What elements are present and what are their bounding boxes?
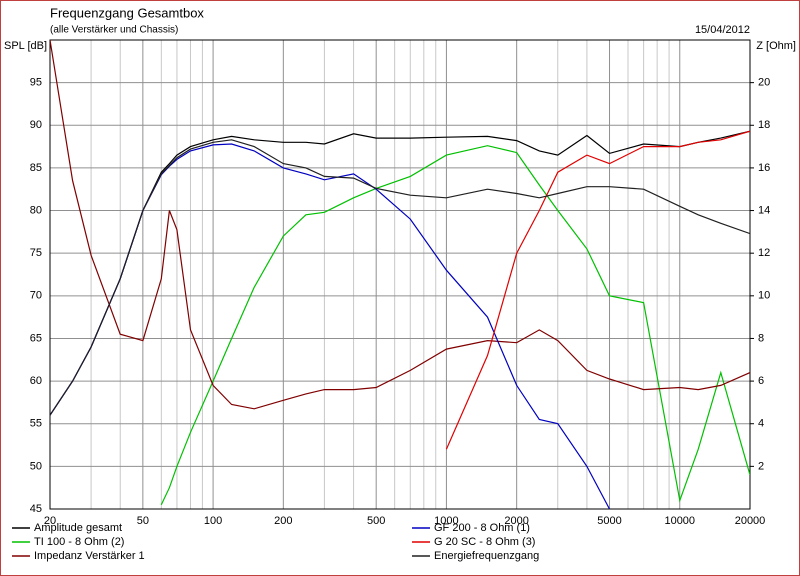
x-tick-label: 20	[44, 515, 56, 527]
y-tick-label: 60	[30, 375, 42, 387]
y2-tick-label: 8	[758, 332, 764, 344]
series-line	[50, 40, 750, 410]
y2-tick-label: 20	[758, 77, 770, 89]
y-tick-label: 65	[30, 332, 42, 344]
series-line	[445, 130, 750, 450]
y-tick-label: 80	[30, 204, 42, 216]
y-tick-label: 85	[30, 162, 42, 174]
y2-tick-label: 12	[758, 247, 770, 259]
legend-label: G 20 SC - 8 Ohm (3)	[434, 536, 535, 548]
y2-tick-label: 18	[758, 119, 770, 131]
y-tick-label: 50	[30, 460, 42, 472]
y-tick-label: 45	[30, 503, 42, 515]
legend-label: Amplitude gesamt	[34, 522, 122, 534]
x-tick-label: 10000	[664, 515, 695, 527]
x-tick-label: 500	[367, 515, 385, 527]
x-tick-label: 50	[137, 515, 149, 527]
legend-label: Impedanz Verstärker 1	[34, 550, 145, 562]
x-tick-label: 100	[204, 515, 222, 527]
y2-tick-label: 4	[758, 418, 764, 430]
plot-lines	[50, 40, 750, 509]
y2-tick-label: 10	[758, 290, 770, 302]
x-tick-label: 2000	[504, 515, 528, 527]
series-line	[160, 145, 750, 505]
y-axis-label: SPL [dB]	[4, 40, 47, 52]
y2-tick-label: 6	[758, 375, 764, 387]
legend-label: Energiefrequenzgang	[434, 550, 539, 562]
x-tick-label: 200	[274, 515, 292, 527]
x-tick-label: 5000	[597, 515, 621, 527]
y2-tick-label: 2	[758, 460, 764, 472]
plot-border	[49, 39, 751, 510]
chart-subtitle: (alle Verstärker und Chassis)	[50, 25, 178, 36]
x-tick-label: 1000	[434, 515, 458, 527]
y-tick-label: 70	[30, 290, 42, 302]
x-tick-label: 20000	[735, 515, 766, 527]
y2-axis-label: Z [Ohm]	[756, 40, 796, 52]
y2-tick-label: 14	[758, 204, 770, 216]
series-line	[50, 130, 750, 416]
y-tick-label: 75	[30, 247, 42, 259]
series-line	[50, 139, 750, 416]
chart-date: 15/04/2012	[695, 24, 750, 36]
y-tick-label: 95	[30, 77, 42, 89]
legend-label: GF 200 - 8 Ohm (1)	[434, 522, 530, 534]
chart-title: Frequenzgang Gesamtbox	[50, 5, 204, 20]
legend-label: TI 100 - 8 Ohm (2)	[34, 536, 124, 548]
y2-tick-label: 16	[758, 162, 770, 174]
y-tick-label: 55	[30, 418, 42, 430]
y-tick-label: 90	[30, 119, 42, 131]
